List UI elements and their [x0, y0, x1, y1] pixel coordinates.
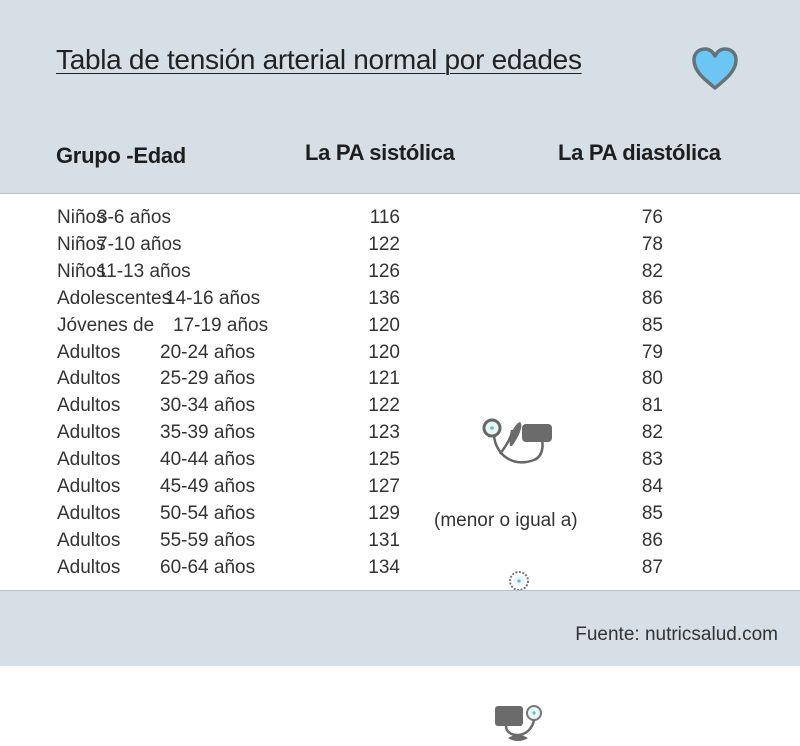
diastolic-value: 82	[641, 422, 663, 444]
table-row: Jóvenes de 17-19 años 120 85	[0, 315, 800, 342]
age-range: 45-49 años	[160, 476, 256, 497]
diastolic-value: 86	[641, 529, 663, 551]
diastolic-value: 78	[641, 233, 663, 255]
age-category: Niños	[57, 260, 106, 282]
table-row: Niños 3-6 años 116 76	[0, 207, 800, 234]
column-header-group: Grupo -Edad	[56, 143, 186, 168]
systolic-value: 126	[368, 260, 400, 282]
age-category: Adolescentes	[57, 287, 172, 309]
table-row: Adultos 30-34 años 122 81	[0, 395, 800, 422]
table-row: Adultos 55-59 años 131 86	[0, 530, 800, 557]
age-range: 11-13 años	[97, 260, 191, 282]
diastolic-value: 76	[641, 207, 663, 228]
age-category: Adultos	[57, 449, 121, 471]
diastolic-value: 85	[641, 502, 663, 524]
age-category: Adultos	[57, 476, 121, 497]
age-range: 35-39 años	[160, 422, 256, 444]
systolic-value: 122	[368, 233, 400, 255]
table-row: Adultos 25-29 años 121 80	[0, 368, 800, 395]
diastolic-value: 84	[641, 476, 663, 497]
sphygmomanometer-cuff-icon	[482, 418, 552, 464]
footer: Fuente: nutricsalud.com	[0, 590, 800, 666]
age-category: Adultos	[57, 395, 121, 417]
systolic-value: 125	[368, 449, 400, 471]
age-category: Adultos	[57, 502, 121, 524]
header: Tabla de tensión arterial normal por eda…	[0, 0, 800, 194]
page-title: Tabla de tensión arterial normal por eda…	[56, 44, 582, 75]
heart-icon	[692, 47, 738, 90]
systolic-value: 122	[368, 395, 400, 417]
age-range: 3-6 años	[97, 207, 171, 228]
diastolic-value: 80	[641, 368, 663, 390]
table-row: Niños 11-13 años 126 82	[0, 261, 800, 288]
age-category: Niños	[57, 207, 106, 228]
systolic-value: 120	[368, 314, 400, 336]
table-row: Niños 7-10 años 122 78	[0, 234, 800, 261]
diastolic-value: 86	[641, 287, 663, 309]
threshold-note: (menor o igual a)	[434, 510, 578, 531]
age-range: 55-59 años	[160, 529, 256, 551]
age-category: Adultos	[57, 341, 121, 363]
table-row: Adultos 35-39 años 123 82	[0, 422, 800, 449]
systolic-value: 120	[368, 341, 400, 363]
table-row: Adultos 60-64 años 134 87	[0, 557, 800, 584]
systolic-value: 134	[368, 556, 400, 578]
age-category: Adultos	[57, 556, 121, 578]
systolic-value: 123	[368, 422, 400, 444]
systolic-value: 127	[368, 476, 400, 497]
age-range: 25-29 años	[160, 368, 256, 390]
table-body: (menor o igual a) Niños 3-6 años 116 76 Niño…	[0, 194, 800, 741]
systolic-value: 116	[369, 207, 400, 228]
age-category: Adultos	[57, 422, 121, 444]
table-row: Adultos 45-49 años 127 84	[0, 476, 800, 503]
age-range: 40-44 años	[160, 449, 256, 471]
table-row: Adultos 40-44 años 125 83	[0, 449, 800, 476]
table-row: Adolescentes 14-16 años 136 86	[0, 288, 800, 315]
age-range: 60-64 años	[160, 556, 256, 578]
diastolic-value: 87	[641, 556, 663, 578]
blood-pressure-monitor-icon	[495, 705, 542, 741]
age-range: 7-10 años	[97, 233, 182, 255]
systolic-value: 131	[368, 529, 400, 551]
column-header-systolic: La PA sistólica	[305, 140, 455, 165]
diastolic-value: 82	[641, 260, 663, 282]
diastolic-value: 81	[641, 395, 663, 417]
table-row: Adultos 20-24 años 120 79	[0, 342, 800, 369]
column-header-diastolic: La PA diastólica	[558, 140, 721, 165]
age-category: Jóvenes de	[57, 314, 155, 336]
age-range: 17-19 años	[173, 314, 269, 336]
source-credit: Fuente: nutricsalud.com	[575, 624, 778, 645]
age-range: 14-16 años	[165, 287, 261, 309]
diastolic-value: 79	[641, 341, 663, 363]
diastolic-value: 85	[641, 314, 663, 336]
age-range: 20-24 años	[160, 341, 256, 363]
systolic-value: 121	[368, 368, 400, 390]
systolic-value: 129	[368, 502, 400, 524]
age-range: 30-34 años	[160, 395, 256, 417]
age-category: Adultos	[57, 529, 121, 551]
age-category: Niños	[57, 233, 106, 255]
age-category: Adultos	[57, 368, 121, 390]
table-row: Adultos 50-54 años 129 85	[0, 503, 800, 530]
age-range: 50-54 años	[160, 502, 256, 524]
diastolic-value: 83	[641, 449, 663, 471]
systolic-value: 136	[368, 287, 400, 309]
